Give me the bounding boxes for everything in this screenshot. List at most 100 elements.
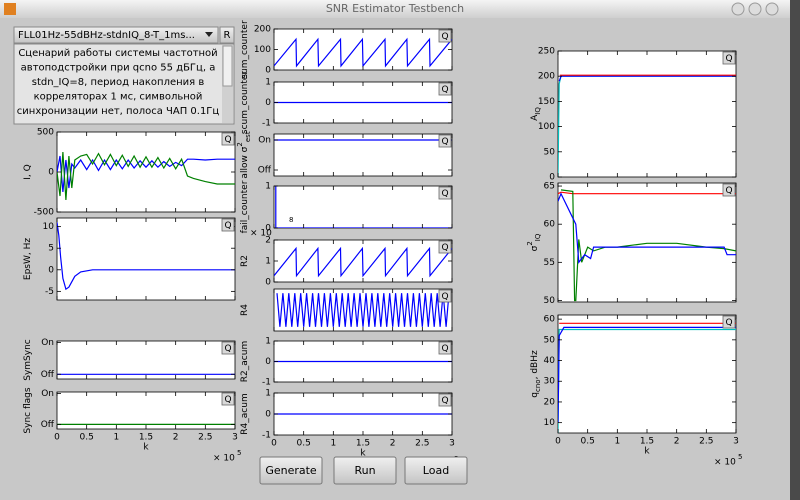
y-axis-label: AIQ bbox=[530, 107, 543, 121]
y-tick-label: -5 bbox=[45, 287, 54, 297]
zoom-button[interactable] bbox=[438, 240, 452, 254]
x-exponent: × 10 bbox=[213, 454, 235, 464]
y-tick-label: -1 bbox=[262, 119, 271, 129]
zoom-button[interactable] bbox=[221, 132, 235, 146]
y-tick-label: 40 bbox=[544, 356, 556, 366]
button-row: Generate Run Load bbox=[259, 456, 468, 485]
y-label-part: , dBHz bbox=[530, 350, 540, 379]
close[interactable] bbox=[765, 2, 779, 16]
y-axis-label: R4 bbox=[240, 304, 250, 316]
x-exponent: × 10 bbox=[714, 458, 736, 468]
maximize[interactable] bbox=[748, 2, 762, 16]
series-line bbox=[558, 191, 736, 195]
zoom-label: Q bbox=[441, 292, 448, 302]
x-axis-label: k bbox=[644, 447, 650, 457]
zoom-label: Q bbox=[224, 221, 231, 231]
window-title: SNR Estimator Testbench bbox=[326, 2, 464, 15]
zoom-button[interactable] bbox=[221, 341, 235, 355]
y-label-part: sum_counter bbox=[240, 20, 250, 79]
y-tick-label: 1 bbox=[265, 389, 271, 399]
scenario-dropdown[interactable] bbox=[13, 26, 219, 44]
y-tick-label: -1 bbox=[262, 378, 271, 388]
zoom-button[interactable] bbox=[722, 183, 736, 197]
axes bbox=[56, 340, 236, 380]
description-line: stdn_IQ=8, период накопления в bbox=[32, 77, 205, 88]
zoom-button[interactable] bbox=[722, 315, 736, 329]
zoom-button[interactable] bbox=[438, 393, 452, 407]
y-tick-label: 60 bbox=[544, 315, 556, 325]
y-tick-label: 1 bbox=[265, 182, 271, 192]
minimize[interactable] bbox=[731, 2, 745, 16]
reset-button[interactable] bbox=[219, 26, 235, 44]
y-label-part: scum_counter bbox=[240, 71, 250, 135]
series-line bbox=[274, 246, 452, 278]
series-line bbox=[275, 186, 452, 228]
x-tick-label: 1.5 bbox=[356, 439, 370, 449]
zoom-label: Q bbox=[441, 243, 448, 253]
button-label: Generate bbox=[265, 464, 317, 477]
x-tick-label: 1.5 bbox=[640, 437, 654, 447]
y-axis-label: scum_counter bbox=[240, 71, 250, 135]
x-tick-label: 2.5 bbox=[699, 437, 713, 447]
zoom-button[interactable] bbox=[438, 134, 452, 148]
y-tick-label: 0 bbox=[48, 265, 54, 275]
zoom-label: Q bbox=[441, 189, 448, 199]
button[interactable] bbox=[333, 456, 397, 485]
zoom-button[interactable] bbox=[221, 218, 235, 232]
button[interactable] bbox=[404, 456, 468, 485]
button-label: Run bbox=[354, 464, 375, 477]
x-tick-label: 1 bbox=[330, 439, 336, 449]
zoom-button[interactable] bbox=[438, 186, 452, 200]
y-label-part: I, Q bbox=[23, 164, 33, 179]
description-line: Сценарий работы системы частотной bbox=[18, 48, 217, 59]
series-line bbox=[560, 189, 736, 302]
button-label: Load bbox=[423, 464, 449, 477]
x-tick-label: 2.5 bbox=[198, 433, 212, 443]
x-exponent-power: 5 bbox=[738, 453, 742, 461]
y-tick-label: 100 bbox=[254, 45, 271, 55]
x-exponent-power: 5 bbox=[237, 449, 241, 457]
zoom-label: Q bbox=[441, 396, 448, 406]
axes bbox=[557, 314, 737, 434]
y-axis-label: allow σ2est bbox=[236, 131, 252, 178]
button[interactable] bbox=[259, 456, 323, 485]
y-tick-label: 65 bbox=[544, 182, 555, 192]
zoom-button[interactable] bbox=[438, 341, 452, 355]
dropdown-arrow bbox=[205, 32, 213, 37]
window-controls[interactable] bbox=[731, 2, 779, 16]
y-tick-label: 1 bbox=[265, 337, 271, 347]
y-label-part: IQ bbox=[534, 107, 542, 115]
x-axis-label: k bbox=[360, 449, 366, 459]
reset-label: R bbox=[224, 30, 231, 41]
y-label-part: allow σ bbox=[240, 146, 250, 178]
zoom-label: Q bbox=[224, 395, 231, 405]
axes bbox=[56, 131, 236, 213]
series-line bbox=[274, 37, 452, 68]
x-tick-label: 2.5 bbox=[415, 439, 429, 449]
zoom-label: Q bbox=[725, 186, 732, 196]
app-icon bbox=[4, 3, 16, 15]
y-label-part: SymSync bbox=[23, 339, 33, 381]
background-window bbox=[790, 0, 800, 500]
y-label-part: R2_acum bbox=[240, 341, 250, 382]
y-axis-label: qcno, dBHz bbox=[530, 350, 543, 398]
y-label-part: A bbox=[530, 114, 540, 121]
zoom-button[interactable] bbox=[438, 82, 452, 96]
zoom-button[interactable] bbox=[438, 289, 452, 303]
zoom-label: Q bbox=[224, 135, 231, 145]
y-label-part: 2 bbox=[236, 142, 244, 146]
y-tick-label: 0 bbox=[265, 410, 271, 420]
scroll-thumb[interactable] bbox=[222, 45, 233, 87]
zoom-button[interactable] bbox=[438, 29, 452, 43]
zoom-button[interactable] bbox=[221, 392, 235, 406]
y-axis-label: sum_counter bbox=[240, 20, 250, 79]
y-label-part: q bbox=[530, 392, 540, 398]
y-tick-label: On bbox=[41, 338, 54, 348]
y-tick-label: 500 bbox=[37, 128, 54, 138]
y-axis-label: σ2IQ bbox=[526, 233, 542, 251]
y-tick-label: 0 bbox=[265, 224, 271, 234]
y-tick-label: 50 bbox=[544, 335, 556, 345]
zoom-button[interactable] bbox=[722, 51, 736, 65]
y-tick-label: 200 bbox=[254, 25, 271, 35]
